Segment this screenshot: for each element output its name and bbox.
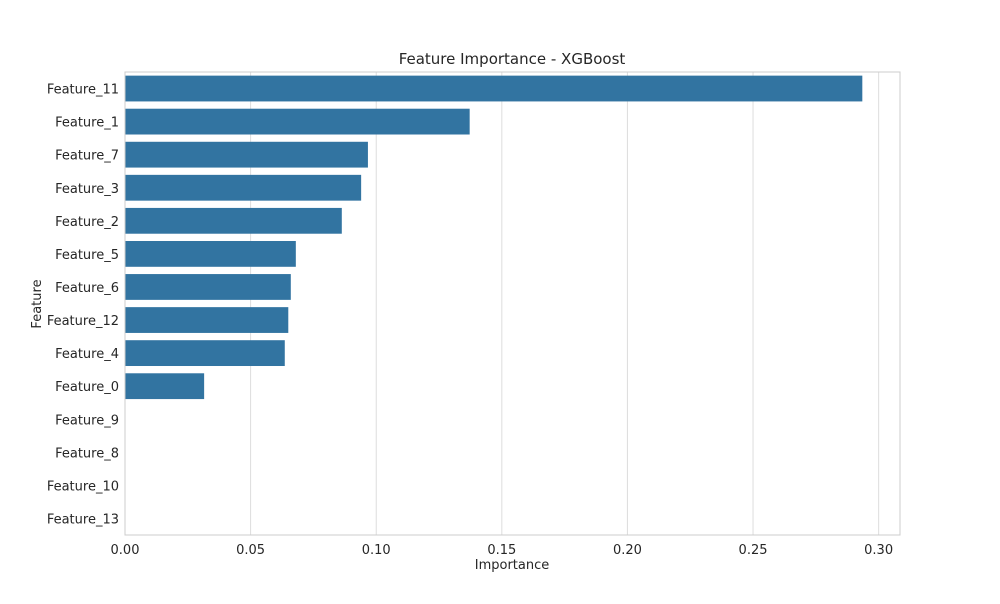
x-axis-label: Importance <box>475 558 550 573</box>
bar-feature-5 <box>125 240 296 267</box>
x-tick-label: 0.15 <box>487 543 516 558</box>
y-tick-label: Feature_10 <box>47 479 119 494</box>
y-tick-labels: Feature_11 Feature_1 Feature_7 Feature_3 Fea… <box>47 83 119 528</box>
x-tick-label: 0.00 <box>111 543 140 558</box>
x-tick-labels: 0.00 0.05 0.10 0.15 0.20 0.25 0.30 <box>111 543 894 558</box>
bar-feature-3 <box>125 174 362 201</box>
bar-feature-0 <box>125 373 205 400</box>
y-axis-label: Feature <box>30 279 45 328</box>
x-tick-label: 0.25 <box>739 543 768 558</box>
y-tick-label: Feature_0 <box>55 380 119 395</box>
bar-feature-2 <box>125 207 342 234</box>
y-tick-label: Feature_5 <box>55 248 119 263</box>
y-tick-label: Feature_12 <box>47 314 119 329</box>
y-tick-label: Feature_2 <box>55 215 119 230</box>
bar-feature-6 <box>125 274 291 300</box>
x-tick-label: 0.30 <box>864 543 893 558</box>
y-tick-label: Feature_9 <box>55 413 119 428</box>
x-tick-label: 0.05 <box>236 543 265 558</box>
bar-feature-1 <box>125 108 470 135</box>
y-tick-label: Feature_11 <box>47 83 119 98</box>
bar-layer <box>125 75 863 400</box>
bar-feature-4 <box>125 340 285 367</box>
y-tick-label: Feature_13 <box>47 512 119 527</box>
y-tick-label: Feature_1 <box>55 116 119 131</box>
bar-feature-12 <box>125 307 289 333</box>
bar-feature-11 <box>125 75 863 102</box>
y-tick-label: Feature_6 <box>55 281 119 296</box>
y-tick-label: Feature_3 <box>55 182 119 197</box>
y-tick-label: Feature_7 <box>55 149 119 164</box>
plot-frame <box>124 71 901 536</box>
x-tick-label: 0.20 <box>613 543 642 558</box>
y-tick-label: Feature_4 <box>55 347 119 362</box>
chart-title: Feature Importance - XGBoost <box>399 50 626 68</box>
y-tick-label: Feature_8 <box>55 446 119 461</box>
bar-feature-7 <box>125 141 368 168</box>
x-tick-label: 0.10 <box>362 543 391 558</box>
